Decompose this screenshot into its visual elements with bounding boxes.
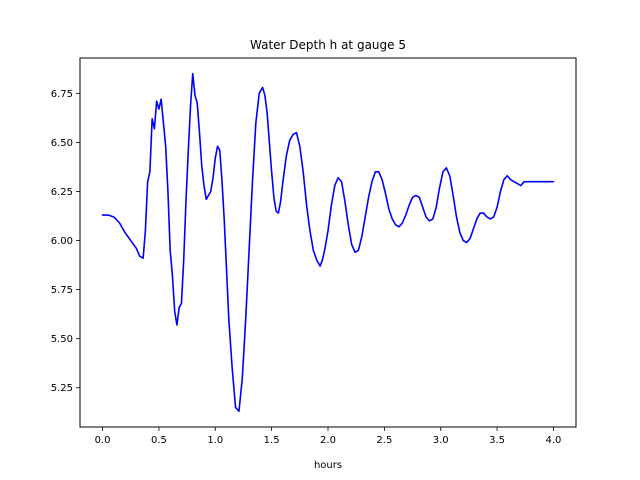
- x-tick-label: 2.5: [376, 435, 392, 446]
- y-axis-ticks: 5.25 5.50 5.75 6.00 6.25 6.50 6.75: [51, 89, 80, 394]
- x-axis-label: hours: [314, 460, 342, 471]
- x-tick-label: 4.0: [546, 435, 562, 446]
- x-tick-label: 3.0: [433, 435, 449, 446]
- series-line-water-depth: [101, 72, 555, 413]
- y-tick-label: 5.75: [51, 285, 73, 296]
- y-tick-label: 5.25: [51, 383, 73, 394]
- series-layer: [101, 72, 555, 413]
- axes-frame: [79, 57, 577, 428]
- x-tick-label: 2.0: [320, 435, 336, 446]
- y-tick-label: 6.50: [51, 138, 73, 149]
- chart-title: Water Depth h at gauge 5: [250, 38, 406, 52]
- y-tick-label: 6.25: [51, 187, 73, 198]
- y-tick-label: 6.00: [51, 236, 73, 247]
- x-tick-label: 0.5: [151, 435, 167, 446]
- x-tick-label: 1.0: [207, 435, 223, 446]
- x-tick-label: 1.5: [264, 435, 280, 446]
- x-tick-label: 0.0: [95, 435, 111, 446]
- x-tick-label: 3.5: [489, 435, 505, 446]
- x-axis-ticks: 0.0 0.5 1.0 1.5 2.0 2.5 3.0 3.5 4.0: [95, 427, 562, 446]
- y-tick-label: 6.75: [51, 89, 73, 100]
- y-tick-label: 5.50: [51, 334, 73, 345]
